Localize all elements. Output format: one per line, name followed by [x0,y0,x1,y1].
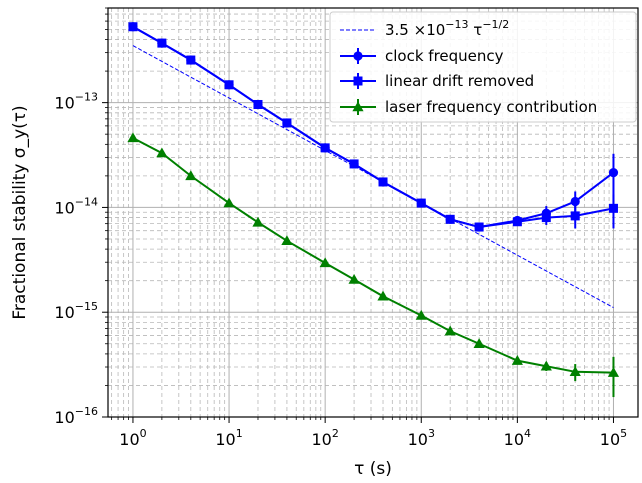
x-tick-label: 100 [119,427,146,449]
series-square [128,22,618,232]
data-point [319,257,331,268]
legend-ref-exp1: −13 [445,18,468,31]
x-tick-label-exponent: 2 [332,427,339,440]
data-point [349,159,359,169]
legend-label: laser frequency contribution [385,98,597,116]
y-tick-label-exponent: −14 [75,195,98,208]
legend-box [329,11,637,123]
x-tick-label-exponent: 3 [428,427,435,440]
data-point [377,290,389,301]
data-point [474,222,484,232]
series-layer [127,22,620,398]
y-tick-label-base: 10 [54,408,74,427]
data-point [570,211,580,221]
data-point [128,22,138,32]
x-tick-label: 105 [600,427,627,449]
data-point [607,367,620,377]
data-point [444,325,456,336]
data-point [348,273,360,284]
y-tick-label: 10−16 [54,405,98,427]
y-tick-label-exponent: −13 [75,91,98,104]
legend-label: linear drift removed [385,72,534,90]
x-tick-label-base: 10 [600,430,620,449]
data-point [378,177,388,187]
x-tick-label-exponent: 1 [236,427,243,440]
x-tick-label-base: 10 [119,430,139,449]
x-axis-label: τ (s) [354,459,392,479]
data-point [156,147,168,158]
legend-entries: clock frequency linear drift removed laser… [340,47,597,116]
x-tick-label-base: 10 [311,430,331,449]
series-line [132,25,614,229]
data-point [541,213,551,223]
data-point [608,167,619,178]
data-point [253,99,263,109]
y-tick-label-base: 10 [54,94,74,113]
data-point [445,214,455,224]
x-tick-label-exponent: 5 [620,427,627,440]
legend-entry: clock frequency [340,47,504,65]
data-point [157,38,167,48]
legend-swatch-marker [352,101,364,112]
legend: 3.5 ×10−13 τ−1/2 clock frequency linear d… [329,11,637,123]
y-tick-label-exponent: −16 [75,405,98,418]
data-point [473,338,485,348]
x-tick-label: 102 [311,427,338,449]
y-tick-label: 10−13 [54,91,98,113]
series-triangle [127,132,620,398]
x-tick-label-exponent: 4 [524,427,531,440]
x-tick-label: 104 [504,427,531,449]
data-point [224,80,234,90]
legend-ref-label: 3.5 ×10−13 τ−1/2 [385,18,509,39]
data-point [282,118,292,128]
legend-entry: linear drift removed [340,72,534,90]
data-point [223,197,235,208]
data-point [512,217,522,227]
data-point [415,309,427,320]
data-point [320,143,330,153]
x-tick-label-exponent: 0 [140,427,147,440]
data-point [570,196,580,207]
x-tick-label: 101 [215,427,242,449]
y-tick-label-base: 10 [54,303,74,322]
legend-entry: laser frequency contribution [340,98,597,116]
data-point [540,360,552,371]
y-tick-label-base: 10 [54,198,74,217]
x-tick-label-base: 10 [408,430,428,449]
data-point [252,216,264,227]
data-point [127,132,139,143]
data-point [569,366,581,376]
legend-ref-coef: 3.5 ×10 [385,21,445,39]
data-point [511,355,523,365]
data-point [186,55,196,65]
x-tick-label: 103 [408,427,435,449]
data-point [185,170,197,181]
x-tick-label-base: 10 [504,430,524,449]
y-axis-label: Fractional stability σ_y(τ) [10,105,30,319]
data-point [608,203,618,213]
y-tick-label: 10−14 [54,195,98,217]
legend-swatch-marker [353,76,363,86]
x-tick-label-base: 10 [215,430,235,449]
y-tick-label-exponent: −15 [75,300,98,313]
legend-label: clock frequency [385,47,504,65]
data-point [416,198,426,208]
series-line [132,137,614,374]
legend-ref-exp2: −1/2 [482,18,509,31]
legend-swatch-marker [353,51,363,61]
y-tick-label: 10−15 [54,300,98,322]
data-point [281,235,293,246]
legend-ref-tau: τ [469,21,483,39]
